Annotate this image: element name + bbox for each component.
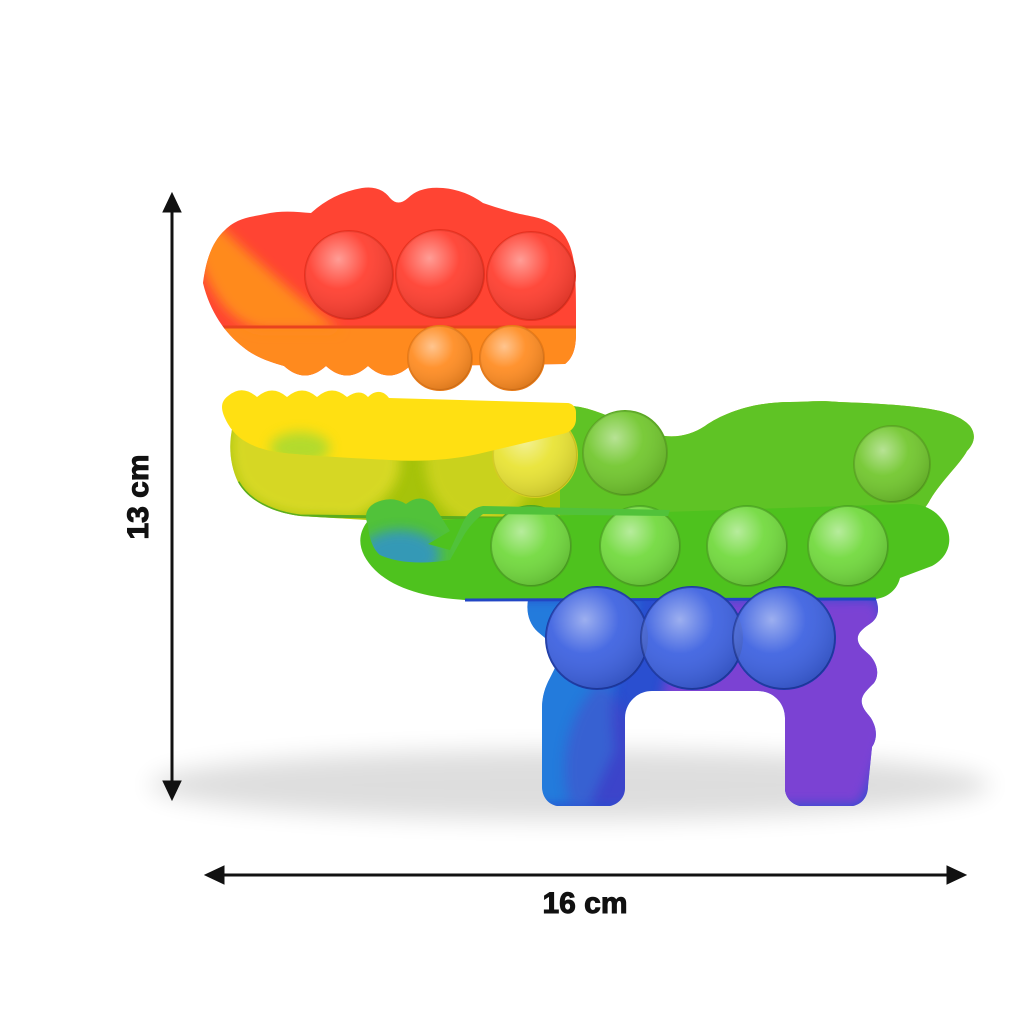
svg-text:13 cm: 13 cm bbox=[122, 454, 155, 539]
svg-text:16 cm: 16 cm bbox=[542, 887, 627, 920]
